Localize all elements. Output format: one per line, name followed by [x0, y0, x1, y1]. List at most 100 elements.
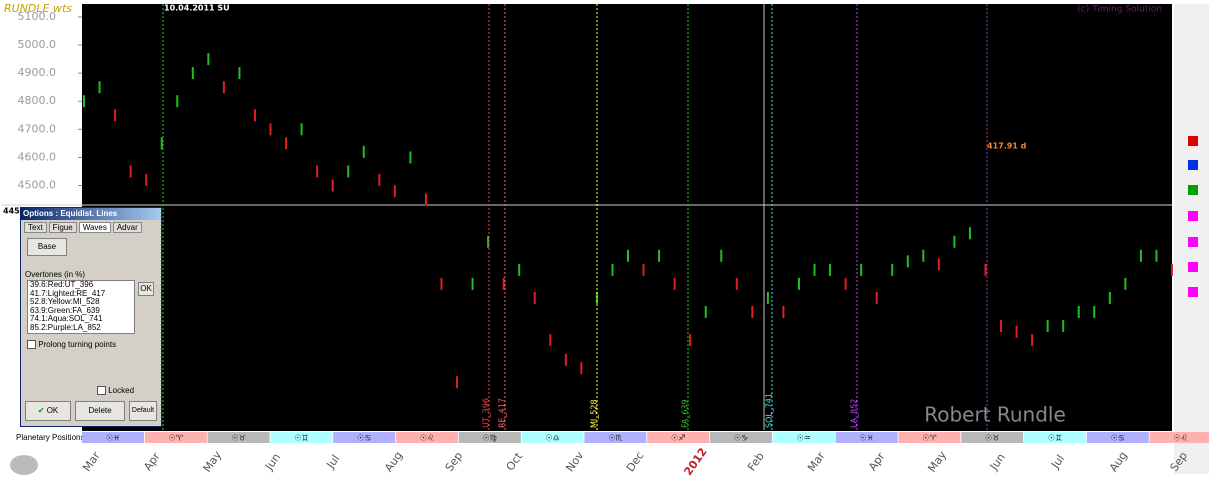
planet-label: ☉♊	[1048, 434, 1062, 443]
overtone-item: 74.1:Aqua:SOL_741	[30, 314, 103, 323]
overtone-item: 63.9:Green:FA_639	[30, 305, 100, 315]
default-button[interactable]: Default	[129, 401, 157, 421]
planet-label: ☉♊	[294, 434, 308, 443]
y-tick-label: 4800.0	[18, 94, 57, 107]
trash-icon[interactable]	[10, 455, 38, 475]
x-tick-label: May	[201, 448, 225, 474]
planet-segment	[647, 432, 710, 443]
x-tick-label: Jun	[987, 451, 1008, 473]
y-tick-label: 4600.0	[18, 150, 57, 163]
planet-segment	[961, 432, 1024, 443]
y-tick-label: 4500.0	[18, 179, 57, 192]
copyright: (c) Timing Solution	[1077, 5, 1162, 15]
tab[interactable]: Advar	[112, 222, 142, 233]
x-tick-label: Jul	[323, 453, 342, 472]
tab[interactable]: Waves	[78, 222, 111, 233]
planet-segment	[584, 432, 647, 443]
planet-label: ☉♉	[985, 434, 999, 443]
planet-segment	[333, 432, 396, 443]
x-tick-label: Jun	[262, 451, 283, 473]
cycle-label: SOL_741	[765, 393, 774, 428]
y-tick-label: 4900.0	[18, 66, 57, 79]
plot-bg	[82, 4, 1172, 431]
overtone-item: 52.8:Yellow:MI_528	[30, 297, 100, 306]
x-tick-label: Dec	[624, 449, 647, 474]
x-tick-label: Apr	[141, 450, 163, 473]
planet-segment	[396, 432, 458, 443]
planet-segment	[458, 432, 521, 443]
x-tick-label: Aug	[1107, 449, 1130, 474]
planet-label: ☉♌	[1173, 434, 1187, 443]
options-dialog: Options : Equidist. Lines Text Figue Waves…	[20, 207, 162, 427]
price-marker: 4452	[3, 207, 25, 216]
planet-label: ☉♓	[106, 434, 120, 443]
planet-label: ☉♈	[922, 434, 936, 443]
planet-label: ☉♐	[671, 434, 685, 443]
x-tick-label: Nov	[563, 449, 586, 474]
planet-segment	[835, 432, 898, 443]
cycle-label: RE_417	[498, 398, 507, 428]
app-title: RUNDLE wts	[4, 2, 72, 15]
group-title: Overtones (in %)	[25, 270, 86, 279]
tab[interactable]: Text	[24, 222, 47, 233]
locked-checkbox[interactable]: Locked	[97, 386, 135, 396]
base-button[interactable]: Base	[27, 238, 67, 256]
planet-segment	[1024, 432, 1086, 443]
x-tick-label: May	[925, 448, 949, 474]
x-tick-label: Oct	[504, 450, 526, 474]
locked-label: Locked	[108, 386, 135, 395]
prolong-checkbox[interactable]: Prolong turning points	[27, 340, 117, 350]
watermark: Robert Rundle	[924, 403, 1066, 427]
planet-label: ☉♑	[734, 434, 748, 443]
planet-segment	[270, 432, 333, 443]
planet-segment	[1086, 432, 1149, 443]
planet-label: ☉♈	[169, 434, 183, 443]
planet-segment	[772, 432, 835, 443]
planet-label: ☉♓	[859, 434, 873, 443]
planet-segment	[710, 432, 772, 443]
planet-label: ☉♉	[231, 434, 245, 443]
ok-label: OK	[46, 406, 59, 415]
overtone-item: 41.7:Lighted:RE_417	[30, 288, 106, 298]
color-swatch[interactable]	[1188, 262, 1198, 272]
x-tick-label: Jul	[1048, 453, 1067, 472]
color-swatch[interactable]	[1188, 237, 1198, 247]
planet-segment	[144, 432, 207, 443]
y-tick-label: 5000.0	[18, 38, 57, 51]
planet-segment	[1149, 432, 1209, 443]
ok-button[interactable]: ✔ OK	[25, 401, 71, 421]
period-label: 417.91 d	[987, 142, 1027, 151]
delete-button[interactable]: Delete	[75, 401, 125, 421]
x-tick-label: Sep	[443, 449, 466, 473]
planetary-label: Planetary Positions	[16, 433, 84, 442]
y-tick-label: 4700.0	[18, 122, 57, 135]
planet-segment	[207, 432, 270, 443]
prolong-label: Prolong turning points	[38, 340, 117, 349]
planet-label: ☉♒	[797, 434, 811, 443]
planet-segment	[521, 432, 584, 443]
overtone-item: 85.2:Purple:LA_852	[30, 322, 101, 332]
cycle-label: FA_639	[681, 399, 690, 428]
x-tick-label: 2012	[681, 445, 709, 478]
planet-segment	[82, 432, 144, 443]
color-swatch[interactable]	[1188, 136, 1198, 146]
overtone-item: 39.6:Red:UT_396	[30, 280, 94, 289]
dialog-title: Options : Equidist. Lines	[21, 208, 161, 220]
x-tick-label: Feb	[745, 450, 767, 473]
planet-label: ☉♋	[1111, 434, 1125, 443]
color-swatch[interactable]	[1188, 287, 1198, 297]
ok-small-button[interactable]: OK	[138, 282, 154, 296]
color-swatch[interactable]	[1188, 211, 1198, 221]
tab[interactable]: Figue	[48, 222, 77, 233]
y-tick-label: 5100.0	[18, 10, 57, 23]
planet-label: ☉♎	[545, 434, 559, 443]
color-swatch[interactable]	[1188, 185, 1198, 195]
planet-segment	[898, 432, 961, 443]
x-tick-label: Mar	[805, 449, 828, 474]
planet-label: ☉♍	[483, 434, 497, 443]
cycle-label: UT_396	[482, 398, 491, 428]
x-tick-label: Aug	[382, 449, 405, 474]
color-swatch[interactable]	[1188, 160, 1198, 170]
